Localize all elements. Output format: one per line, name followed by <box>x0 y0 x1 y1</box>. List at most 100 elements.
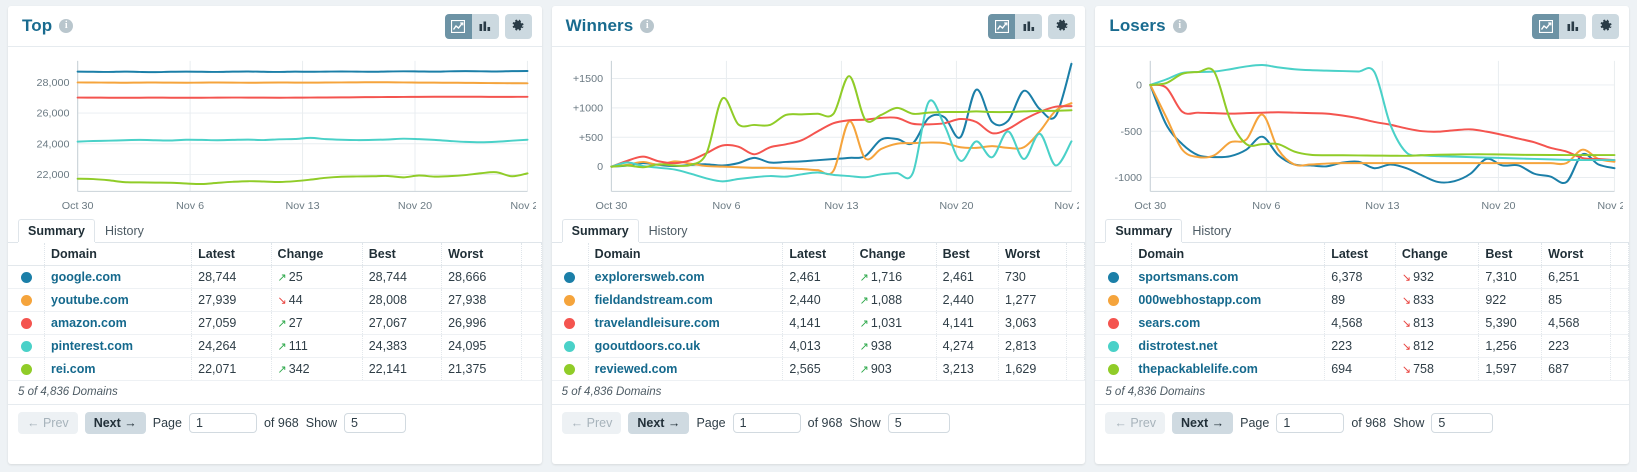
domain-link[interactable]: gooutdoors.co.uk <box>594 339 701 353</box>
change-value: ↗ 111 <box>277 339 308 353</box>
table-row[interactable]: thepackablelife.com 694 ↘ 758 1,597 687 <box>1095 357 1630 381</box>
column-header-best[interactable]: Best <box>936 243 1000 266</box>
domain-link[interactable]: travelandleisure.com <box>594 316 720 330</box>
arrow-up-icon: ↗ <box>277 364 287 376</box>
tab-history[interactable]: History <box>104 224 144 238</box>
page-input[interactable] <box>732 413 801 433</box>
column-header-domain[interactable]: Domain <box>1131 243 1326 266</box>
series-line <box>610 102 1073 176</box>
info-icon[interactable]: i <box>1172 19 1187 33</box>
chart-top[interactable]: 22,000 24,000 26,000 28,000 Oct 30 Nov 6 Nov 1… <box>8 47 542 219</box>
tab-history[interactable]: History <box>1192 224 1232 238</box>
column-header-worst[interactable]: Worst <box>1541 243 1611 266</box>
domain-link[interactable]: 000webhostapp.com <box>1138 293 1262 307</box>
column-header-worst[interactable]: Worst <box>441 243 522 266</box>
domain-link[interactable]: fieldandstream.com <box>594 293 713 307</box>
gear-icon[interactable] <box>504 13 532 39</box>
table-row[interactable]: distrotest.net 223 ↘ 812 1,256 223 <box>1095 334 1630 358</box>
gear-icon[interactable] <box>1592 13 1620 39</box>
gear-icon[interactable] <box>1048 13 1076 39</box>
table-row[interactable]: explorersweb.com 2,461 ↗ 1,716 2,461 730 <box>551 265 1086 289</box>
next-button[interactable]: Next → <box>84 412 146 434</box>
series-color-swatch <box>8 265 45 289</box>
svg-text:+1000: +1000 <box>573 103 603 115</box>
column-header-latest[interactable]: Latest <box>191 243 272 266</box>
domain-link[interactable]: youtube.com <box>51 293 129 307</box>
domain-link[interactable]: amazon.com <box>51 316 127 330</box>
column-header-domain[interactable]: Domain <box>44 243 193 266</box>
table-row[interactable]: reviewed.com 2,565 ↗ 903 3,213 1,629 <box>551 357 1086 381</box>
cell-filler <box>1066 311 1086 335</box>
table-row[interactable]: sportsmans.com 6,378 ↘ 932 7,310 6,251 <box>1095 265 1630 289</box>
domain-link[interactable]: reviewed.com <box>594 362 678 376</box>
line-chart-icon[interactable] <box>1532 13 1560 39</box>
domain-link[interactable]: distrotest.net <box>1138 339 1218 353</box>
chart-type-toggle <box>444 13 499 39</box>
svg-text:Nov 20: Nov 20 <box>939 200 973 212</box>
svg-text:22,000: 22,000 <box>36 169 69 181</box>
tab-summary[interactable]: Summary <box>1105 219 1183 242</box>
cell-filler <box>521 288 542 312</box>
column-header-best[interactable]: Best <box>362 243 443 266</box>
chart-winners[interactable]: 0 +500 +1000 +1500 Oct 30 Nov 6 Nov 13 Nov 20 No… <box>552 47 1086 219</box>
domain-link[interactable]: google.com <box>51 270 122 284</box>
column-header-best[interactable]: Best <box>1478 243 1543 266</box>
table-row[interactable]: pinterest.com 24,264 ↗ 111 24,383 24,095 <box>8 334 542 358</box>
table-row[interactable]: google.com 28,744 ↗ 25 28,744 28,666 <box>8 265 542 289</box>
svg-text:Nov 20: Nov 20 <box>398 200 432 212</box>
prev-button[interactable]: ← Prev <box>561 412 622 434</box>
tab-history[interactable]: History <box>648 224 688 238</box>
domain-link[interactable]: explorersweb.com <box>594 270 705 284</box>
show-input[interactable] <box>344 413 407 433</box>
domain-link[interactable]: sportsmans.com <box>1138 270 1239 284</box>
bar-chart-icon[interactable] <box>1015 13 1043 39</box>
bar-chart-icon[interactable] <box>1559 13 1587 39</box>
tab-summary[interactable]: Summary <box>18 219 95 242</box>
info-icon[interactable]: i <box>59 19 74 33</box>
show-input[interactable] <box>887 413 950 433</box>
domain-table: Domain Latest Change Best Worst sportsmans.co… <box>1095 243 1630 381</box>
page-input[interactable] <box>1276 413 1345 433</box>
table-row[interactable]: sears.com 4,568 ↘ 813 5,390 4,568 <box>1095 311 1630 335</box>
column-header-change[interactable]: Change <box>1395 243 1480 266</box>
next-button[interactable]: Next → <box>628 412 690 434</box>
tab-summary[interactable]: Summary <box>561 219 639 242</box>
domain-link[interactable]: thepackablelife.com <box>1138 362 1258 376</box>
series-line <box>1149 67 1616 157</box>
bar-chart-icon[interactable] <box>471 13 499 39</box>
column-header-latest[interactable]: Latest <box>782 243 854 266</box>
change-value: ↗ 1,088 <box>859 293 903 307</box>
table-row[interactable]: youtube.com 27,939 ↘ 44 28,008 27,938 <box>8 288 542 312</box>
cell-latest: 4,141 <box>782 311 854 335</box>
column-header-latest[interactable]: Latest <box>1324 243 1396 266</box>
prev-button[interactable]: ← Prev <box>18 412 78 434</box>
prev-button[interactable]: ← Prev <box>1105 412 1166 434</box>
table-row[interactable]: fieldandstream.com 2,440 ↗ 1,088 2,440 1,277 <box>551 288 1086 312</box>
column-header-change[interactable]: Change <box>853 243 937 266</box>
line-chart-icon[interactable] <box>988 13 1016 39</box>
change-value: ↗ 25 <box>277 270 303 284</box>
table-row[interactable]: 000webhostapp.com 89 ↘ 833 922 85 <box>1095 288 1630 312</box>
cell-latest: 6,378 <box>1324 265 1396 289</box>
page-input[interactable] <box>188 413 257 433</box>
arrow-up-icon: ↗ <box>277 318 287 330</box>
domain-link[interactable]: sears.com <box>1138 316 1201 330</box>
chart-losers[interactable]: 0 -500 -1000 Oct 30 Nov 6 Nov 13 Nov 20 Nov 27 <box>1095 47 1629 219</box>
table-row[interactable]: amazon.com 27,059 ↗ 27 27,067 26,996 <box>8 311 542 335</box>
series-line <box>610 105 1073 168</box>
table-row[interactable]: rei.com 22,071 ↗ 342 22,141 21,375 <box>8 357 542 381</box>
next-button[interactable]: Next → <box>1172 412 1234 434</box>
color-dot-icon <box>564 272 576 284</box>
color-dot-icon <box>564 295 576 307</box>
domain-link[interactable]: rei.com <box>51 362 96 376</box>
domain-link[interactable]: pinterest.com <box>51 339 133 353</box>
column-header-change[interactable]: Change <box>271 243 363 266</box>
summary-table: Domain Latest Change Best Worst explorersweb.… <box>551 243 1086 381</box>
column-header-worst[interactable]: Worst <box>998 243 1067 266</box>
info-icon[interactable]: i <box>640 19 655 33</box>
show-input[interactable] <box>1431 413 1494 433</box>
table-row[interactable]: gooutdoors.co.uk 4,013 ↗ 938 4,274 2,813 <box>551 334 1086 358</box>
column-header-domain[interactable]: Domain <box>588 243 784 266</box>
table-row[interactable]: travelandleisure.com 4,141 ↗ 1,031 4,141 3,06… <box>551 311 1086 335</box>
line-chart-icon[interactable] <box>444 13 472 39</box>
